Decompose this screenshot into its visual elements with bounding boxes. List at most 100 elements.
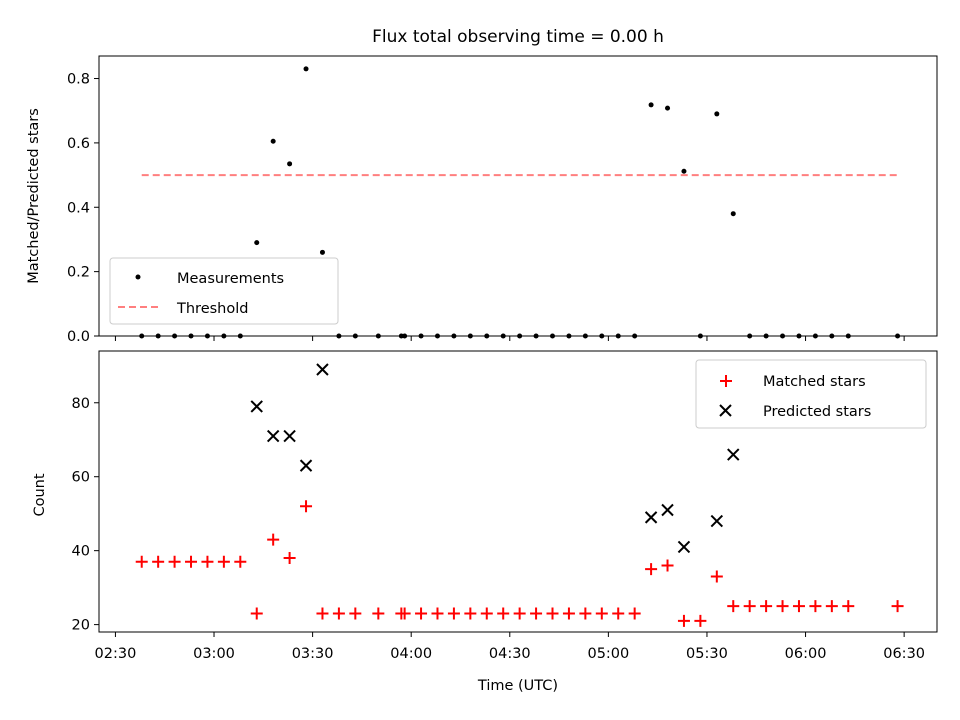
legend-dot-marker bbox=[135, 274, 141, 280]
matched-star-marker bbox=[694, 614, 707, 627]
matched-star-marker bbox=[135, 555, 148, 568]
measurement-point bbox=[270, 138, 276, 144]
measurement-point bbox=[665, 105, 671, 111]
legend-x-marker bbox=[719, 404, 732, 417]
matched-star-marker bbox=[530, 607, 543, 620]
top-chart-title: Flux total observing time = 0.00 h bbox=[372, 27, 664, 47]
bottom-plot: 20 40 60 80 02:30 03:00 03:30 04:00 04:30 05:00 05… bbox=[72, 350, 938, 662]
bottom-legend: Matched stars Predicted stars bbox=[695, 359, 927, 429]
predicted-star-marker bbox=[727, 448, 740, 461]
bottom-x-tick-label: 02:30 bbox=[95, 646, 137, 662]
matched-star-marker bbox=[727, 600, 740, 613]
measurement-point bbox=[418, 333, 424, 339]
matched-star-marker bbox=[579, 607, 592, 620]
measurement-point bbox=[599, 333, 605, 339]
measurement-point bbox=[763, 333, 769, 339]
measurement-point bbox=[287, 161, 293, 167]
matched-star-marker bbox=[250, 607, 263, 620]
top-y-tick-label: 0.2 bbox=[67, 265, 90, 281]
matched-star-marker bbox=[267, 533, 280, 546]
top-y-tick-label: 0.8 bbox=[67, 72, 90, 88]
measurement-point bbox=[517, 333, 523, 339]
bottom-x-tick-label: 05:30 bbox=[686, 646, 728, 662]
predicted-star-marker bbox=[299, 459, 313, 472]
measurement-point bbox=[829, 333, 835, 339]
measurement-point bbox=[237, 333, 243, 339]
measurement-point bbox=[714, 111, 720, 117]
matched-star-marker bbox=[447, 607, 460, 620]
matched-star-marker bbox=[809, 600, 822, 613]
measurement-point bbox=[254, 240, 260, 246]
x-axis-label: Time (UTC) bbox=[477, 678, 558, 694]
measurement-point bbox=[812, 333, 818, 339]
legend-label-predicted-stars: Predicted stars bbox=[763, 404, 871, 420]
measurement-point bbox=[550, 333, 556, 339]
matched-star-marker bbox=[825, 600, 838, 613]
matched-star-marker bbox=[464, 607, 477, 620]
bottom-x-tick-label: 06:00 bbox=[785, 646, 827, 662]
top-plot: 0.0 0.2 0.4 0.6 0.8 bbox=[67, 55, 938, 345]
bottom-x-tick-label: 03:30 bbox=[292, 646, 334, 662]
matched-star-marker bbox=[513, 607, 526, 620]
predicted-star-marker bbox=[316, 363, 329, 376]
predicted-star-marker bbox=[250, 400, 263, 413]
measurement-point bbox=[484, 333, 490, 339]
measurement-point bbox=[188, 333, 194, 339]
legend-label-measurements: Measurements bbox=[177, 271, 284, 287]
top-y-tick-label: 0.0 bbox=[67, 329, 90, 345]
predicted-star-marker bbox=[644, 511, 658, 524]
measurement-point bbox=[155, 333, 161, 339]
matched-star-marker bbox=[645, 563, 658, 576]
matched-star-marker bbox=[628, 607, 641, 620]
predicted-star-marker bbox=[661, 503, 674, 517]
top-y-axis-label: Matched/Predicted stars bbox=[26, 108, 42, 284]
bottom-axes-frame bbox=[98, 350, 938, 633]
matched-star-marker bbox=[398, 607, 411, 620]
measurement-point bbox=[730, 211, 736, 217]
matched-star-marker bbox=[661, 559, 674, 572]
measurement-point bbox=[648, 102, 654, 108]
measurement-point bbox=[845, 333, 851, 339]
matched-star-marker bbox=[891, 600, 904, 613]
matched-star-marker bbox=[431, 607, 444, 620]
matched-star-marker bbox=[497, 607, 510, 620]
matched-star-marker bbox=[562, 607, 575, 620]
matched-star-marker bbox=[595, 607, 608, 620]
top-y-tick-label: 0.4 bbox=[67, 200, 90, 216]
measurement-point bbox=[615, 333, 621, 339]
predicted-star-marker bbox=[677, 540, 691, 554]
legend-plus-marker bbox=[720, 375, 732, 387]
matched-star-marker bbox=[842, 600, 855, 613]
bottom-x-tick-label: 06:30 bbox=[883, 646, 925, 662]
matched-star-marker bbox=[743, 600, 756, 613]
measurement-point bbox=[566, 333, 572, 339]
bottom-y-tick-label: 60 bbox=[72, 470, 90, 486]
matched-star-marker bbox=[283, 552, 296, 565]
predicted-star-marker bbox=[710, 514, 724, 528]
measurement-point bbox=[402, 333, 408, 339]
matched-star-marker bbox=[546, 607, 559, 620]
measurement-point bbox=[681, 168, 687, 174]
legend-label-threshold: Threshold bbox=[176, 301, 248, 317]
measurement-point bbox=[303, 66, 309, 72]
matched-star-marker bbox=[677, 614, 690, 627]
measurement-point bbox=[352, 333, 358, 339]
measurement-point bbox=[467, 333, 473, 339]
bottom-x-tick-label: 03:00 bbox=[193, 646, 235, 662]
matched-star-marker bbox=[792, 600, 805, 613]
bottom-y-tick-label: 80 bbox=[72, 396, 90, 412]
matched-star-marker bbox=[316, 607, 329, 620]
matched-star-marker bbox=[480, 607, 493, 620]
measurement-point bbox=[336, 333, 342, 339]
bottom-x-tick-label: 04:00 bbox=[390, 646, 432, 662]
measurement-point bbox=[319, 249, 325, 255]
matched-star-marker bbox=[372, 607, 385, 620]
measurement-point bbox=[172, 333, 178, 339]
matched-star-marker bbox=[760, 600, 773, 613]
measurement-point bbox=[747, 333, 753, 339]
matched-star-marker bbox=[415, 607, 428, 620]
bottom-x-tick-label: 04:30 bbox=[489, 646, 531, 662]
bottom-y-tick-label: 40 bbox=[72, 544, 90, 560]
predicted-star-marker bbox=[283, 429, 296, 443]
